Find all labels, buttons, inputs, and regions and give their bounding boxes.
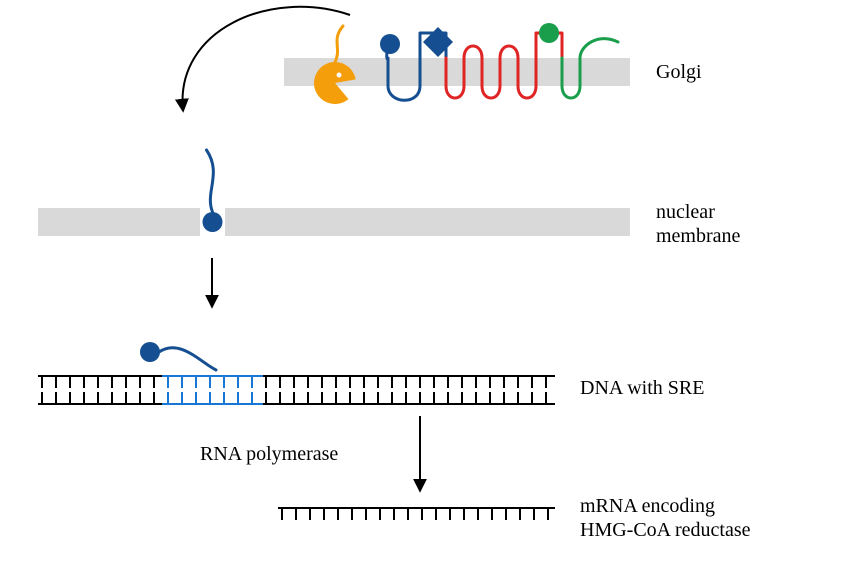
- insig-head: [539, 23, 559, 43]
- nuclear-membrane-right: [225, 208, 630, 236]
- label-mrna-line1: mRNA encoding: [580, 494, 715, 518]
- nuclear-membrane-left: [38, 208, 200, 236]
- label-nuclear-membrane-line1: nuclear: [656, 200, 715, 224]
- srebp-tail-nucleus: [207, 150, 214, 212]
- protease-tail: [335, 26, 343, 62]
- label-golgi: Golgi: [656, 60, 702, 84]
- diagram-canvas: Golgi nuclear membrane DNA with SRE RNA …: [0, 0, 848, 567]
- srebp-tail-dna: [159, 348, 216, 370]
- srebp-head-nucleus: [203, 212, 223, 232]
- srebp-head-dna: [140, 342, 160, 362]
- protease-eye: [336, 72, 342, 78]
- diagram-svg: [0, 0, 848, 567]
- label-nuclear-membrane-line2: membrane: [656, 224, 740, 248]
- srebp-head-golgi: [380, 34, 400, 54]
- label-rna-polymerase: RNA polymerase: [200, 442, 338, 466]
- label-mrna-line2: HMG-CoA reductase: [580, 518, 751, 542]
- label-dna: DNA with SRE: [580, 376, 704, 400]
